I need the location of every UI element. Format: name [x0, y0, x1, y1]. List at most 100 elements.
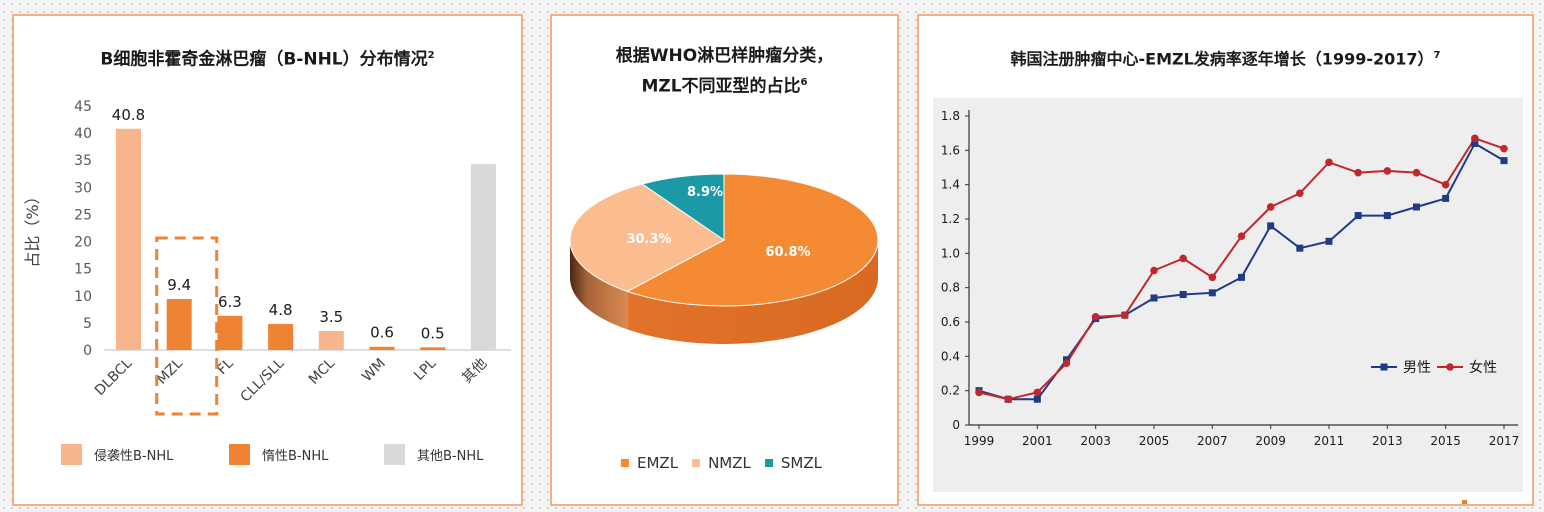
point-male [1208, 289, 1216, 297]
point-female [1296, 189, 1304, 198]
bar-fl [217, 315, 243, 350]
y-tick-label: 45 [74, 99, 92, 115]
y-tick-label: 35 [74, 153, 92, 169]
x-tick-label: 1999 [964, 434, 995, 448]
point-female [1033, 388, 1042, 397]
bar-value-label: 9.4 [167, 276, 191, 294]
bar-value-label: 4.8 [269, 301, 293, 319]
mzl-title-line2: MZL不同亚型的占比6 [641, 76, 808, 97]
y-axis-label: 占比（%） [23, 188, 42, 267]
emzl-incidence-panel: 韩国注册肿瘤中心-EMZL发病率逐年增长（1999-2017）7 0 0.2 0.4… [917, 14, 1534, 506]
point-female [1325, 158, 1333, 167]
x-tick-label: 2017 [1489, 434, 1520, 448]
point-female [1062, 359, 1071, 368]
pie-slice-smzl [641, 173, 725, 241]
pie-label-nmzl: 30.3% [626, 232, 671, 247]
bnhl-distribution-panel: B细胞非霍奇金淋巴瘤（B-NHL）分布情况2 0 5 10 15 20 25 30 35 40 4… [12, 14, 523, 506]
legend-other-label: 其他B-NHL [417, 449, 484, 464]
point-male [1325, 237, 1333, 245]
point-female [1121, 311, 1129, 319]
legend-aggressive-swatch [61, 444, 82, 465]
legend-smzl: SMZL [764, 454, 822, 472]
point-female [1237, 232, 1246, 240]
point-female [1179, 254, 1187, 263]
pie-slice-nmzl [569, 183, 725, 292]
legend-smzl-swatch [764, 459, 773, 467]
x-tick-label: 其他 [459, 356, 490, 387]
point-male [1413, 203, 1420, 211]
mzl-legend: EMZL NMZL SMZL [621, 454, 822, 472]
legend-emzl-label: EMZL [637, 454, 679, 472]
point-female [1500, 144, 1508, 153]
point-female [1091, 313, 1100, 321]
y-tick-label: 0.2 [941, 384, 960, 398]
x-tick-label: MCL [306, 355, 338, 387]
point-female [1150, 266, 1158, 275]
y-tick-label: 0 [83, 343, 92, 359]
y-tick-label: 1.4 [941, 178, 960, 192]
point-male [1267, 222, 1275, 230]
decorative-dot [1462, 500, 1467, 504]
legend-nmzl-swatch [692, 459, 701, 467]
bar-wm [369, 346, 395, 350]
mzl-subtype-panel: 根据WHO淋巴样肿瘤分类， MZL不同亚型的占比6 60.8% 30.3% 8.9%… [550, 14, 899, 506]
x-tick-label: LPL [411, 355, 439, 383]
y-tick-label: 1.6 [941, 143, 960, 157]
emzl-line-chart: 0 0.2 0.4 0.6 0.8 1.0 1.2 1.4 1.6 1.8 1999 2001 2003… [933, 98, 1523, 492]
pie-side-emzl [627, 240, 878, 344]
bar-cll-sll [268, 323, 294, 350]
y-tick-label: 15 [74, 262, 92, 278]
point-female [1354, 168, 1362, 177]
x-tick-label: 2009 [1255, 434, 1286, 448]
point-female [1208, 273, 1217, 282]
bar-value-label: 0.5 [421, 324, 445, 342]
legend-other: 其他B-NHL [384, 444, 483, 465]
y-tick-label: 5 [83, 316, 92, 332]
legend-marker-female [1446, 363, 1454, 371]
point-male [1383, 212, 1391, 220]
pie-label-smzl: 8.9% [687, 185, 723, 200]
y-tick-label: 25 [74, 207, 92, 223]
y-tick-label: 0.4 [941, 349, 960, 363]
bar-value-label: 0.6 [370, 324, 394, 342]
bar-mzl [166, 299, 192, 350]
pie-slice-emzl [626, 173, 879, 307]
y-tick-label: 0.6 [941, 315, 960, 329]
point-male [1179, 291, 1187, 299]
legend-label-male: 男性 [1403, 360, 1431, 376]
y-tick-label: 20 [74, 235, 92, 251]
bar-lpl [420, 347, 446, 350]
legend-indolent-swatch [229, 444, 250, 465]
x-tick-label: 2007 [1197, 434, 1228, 448]
point-male [1150, 294, 1158, 302]
point-female [975, 388, 983, 397]
bar-mcl [318, 331, 344, 350]
x-tick-label: 2013 [1372, 434, 1403, 448]
point-female [1266, 203, 1275, 211]
point-female [1004, 395, 1012, 404]
point-female [1441, 180, 1450, 189]
point-female [1412, 168, 1421, 177]
x-tick-label: MZL [154, 355, 186, 387]
pie-side-nmzl [570, 240, 628, 330]
y-tick-label: 0 [952, 418, 960, 432]
bnhl-chart-title: B细胞非霍奇金淋巴瘤（B-NHL）分布情况2 [100, 49, 435, 70]
point-female [1471, 134, 1479, 143]
legend-aggressive-label: 侵袭性B-NHL [94, 449, 174, 464]
y-tick-label: 10 [74, 289, 92, 305]
x-tick-label: WM [359, 356, 389, 386]
bar-value-label: 6.3 [218, 293, 242, 311]
legend-indolent-label: 惰性B-NHL [262, 449, 329, 464]
x-tick-label: 2001 [1022, 434, 1053, 448]
x-tick-label: 2003 [1080, 434, 1111, 448]
legend-nmzl: NMZL [692, 454, 751, 472]
legend-aggressive: 侵袭性B-NHL [61, 444, 229, 465]
mzl-title-line1: 根据WHO淋巴样肿瘤分类， [615, 46, 834, 66]
legend-other-swatch [384, 444, 405, 465]
legend-emzl-swatch [621, 459, 629, 467]
bar--- [470, 164, 496, 350]
legend-indolent: 惰性B-NHL [229, 444, 384, 465]
point-male [1238, 273, 1245, 281]
line-plot-background [933, 98, 1523, 492]
legend-label-female: 女性 [1469, 359, 1497, 376]
